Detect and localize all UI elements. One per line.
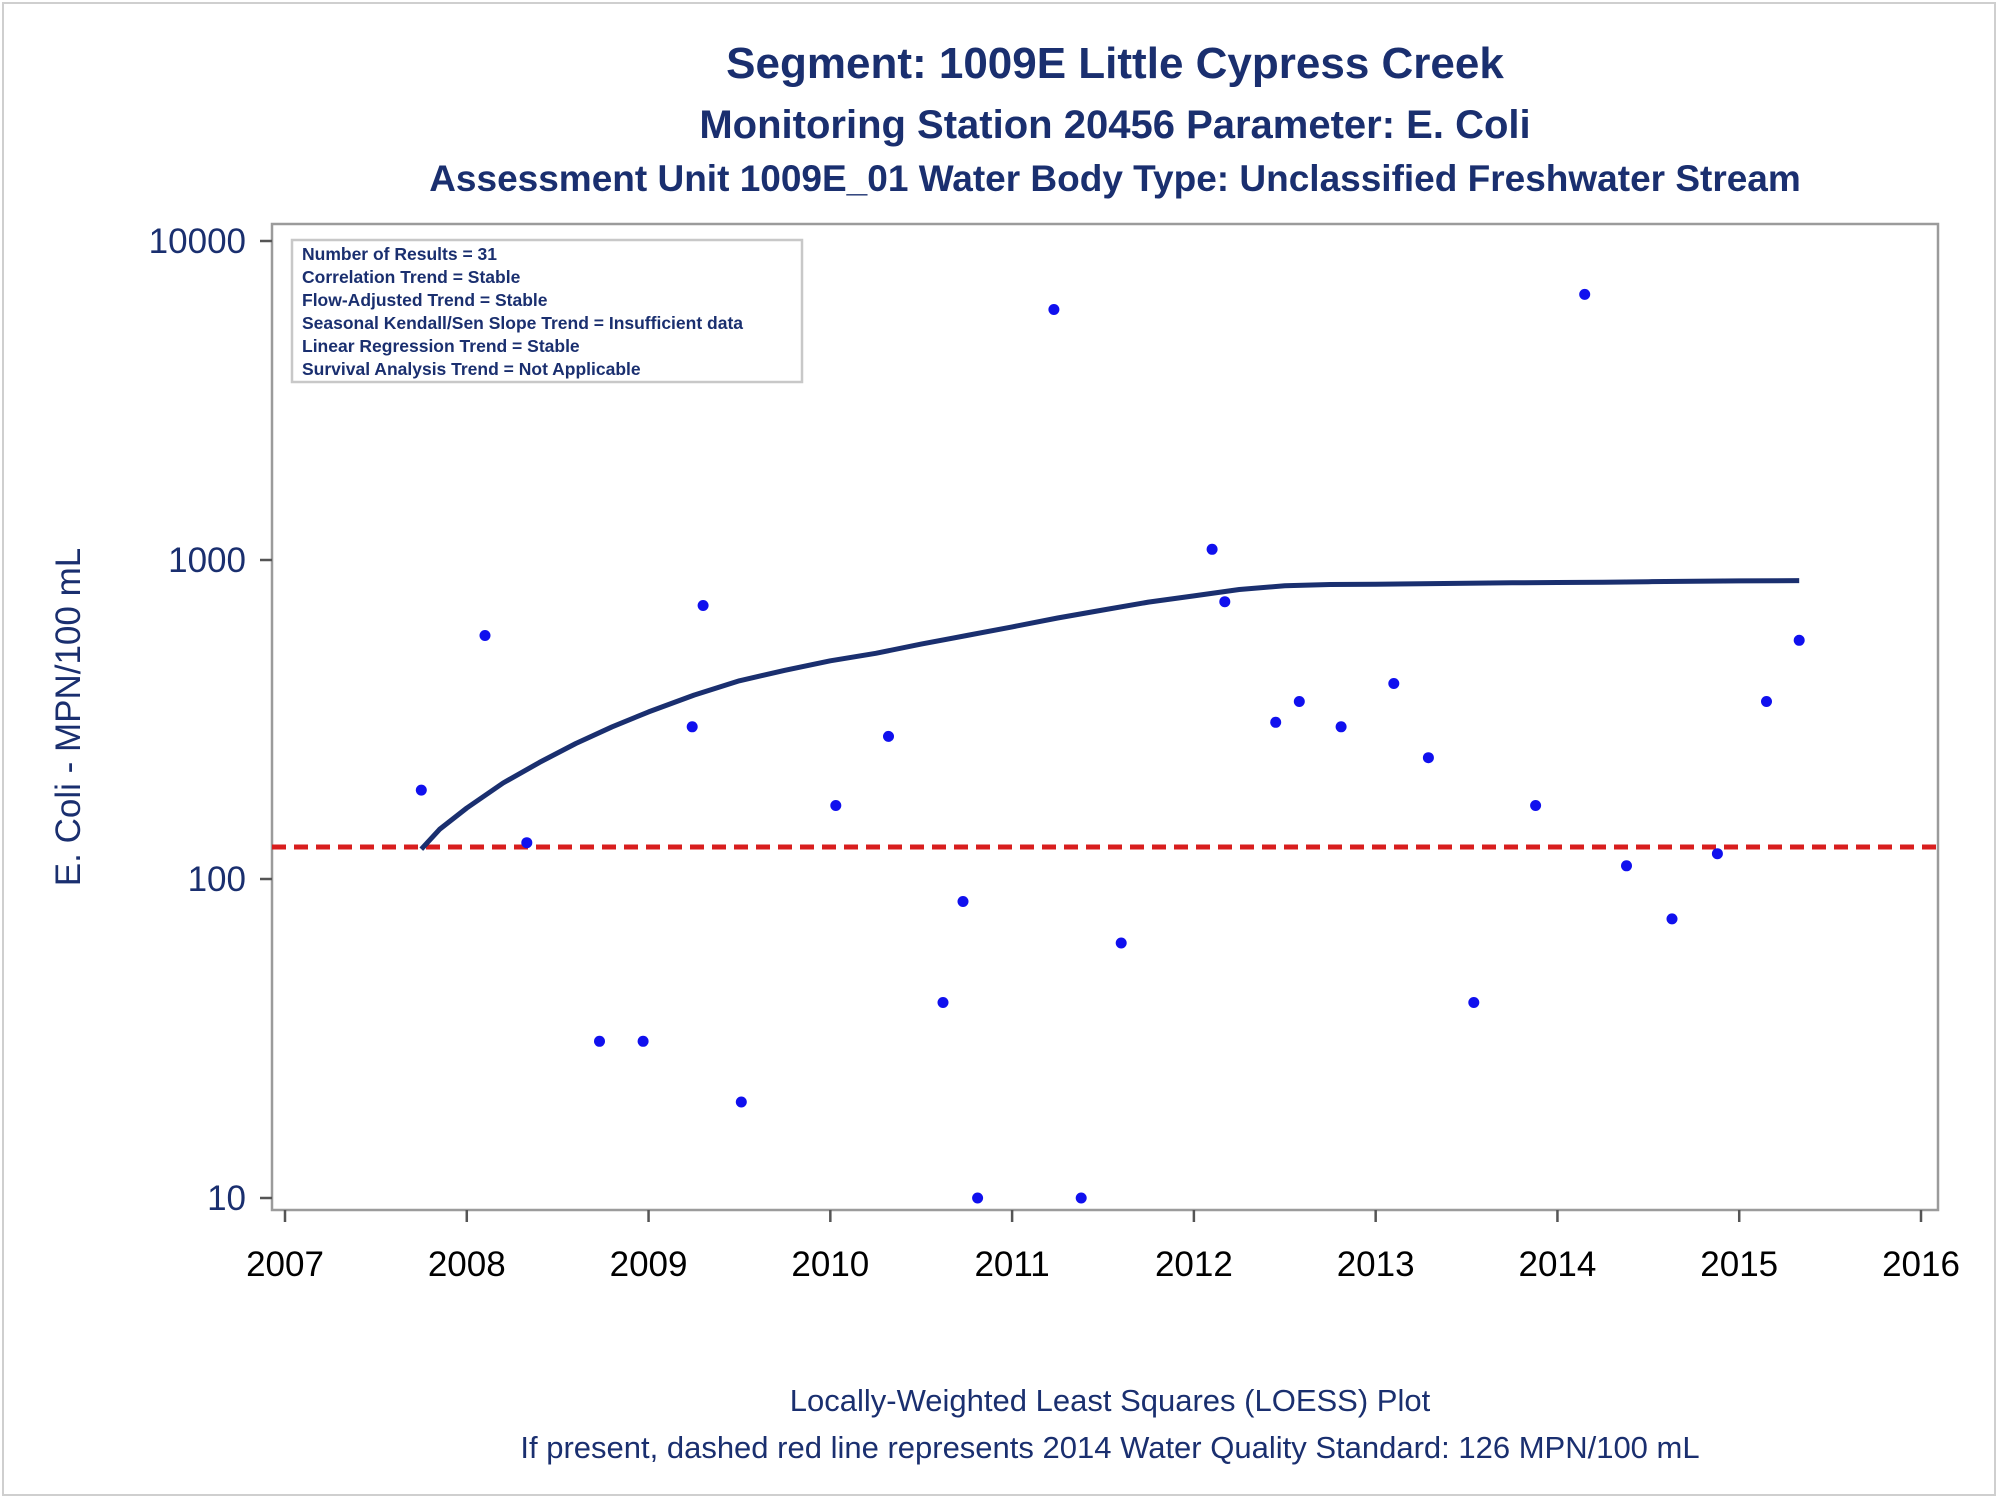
x-tick-label: 2008 [428,1245,506,1284]
data-point [830,800,842,811]
x-tick-label: 2014 [1519,1245,1597,1284]
info-line-4: Seasonal Kendall/Sen Slope Trend = Insuf… [302,313,743,333]
plot-area [270,222,1940,1212]
data-point [735,1096,747,1108]
data-point [1115,937,1127,949]
data-point [1621,860,1632,872]
data-point [637,1035,649,1047]
x-tick-label: 2007 [246,1245,324,1284]
info-line-1: Number of Results = 31 [302,244,497,264]
data-point [1530,800,1542,811]
data-point [957,896,969,907]
data-point [1206,543,1218,555]
x-tick-label: 2015 [1700,1245,1778,1284]
data-point [415,784,427,796]
info-line-6: Survival Analysis Trend = Not Applicable [302,359,641,379]
data-point [1666,913,1678,925]
data-point [972,1192,984,1204]
x-tick-label: 2016 [1882,1245,1960,1284]
info-line-5: Linear Regression Trend = Stable [302,336,580,356]
data-point [1219,596,1231,608]
chart-subtitle-2: Assessment Unit 1009E_01 Water Body Type… [429,158,1801,199]
data-point [1335,721,1347,733]
data-point [937,997,949,1008]
chart-title: Segment: 1009E Little Cypress Creek [726,39,1504,88]
x-tick-label: 2012 [1155,1245,1233,1284]
data-point [521,837,533,849]
x-tick-label: 2011 [974,1245,1049,1284]
data-point [479,630,491,641]
info-box: Number of Results = 31 Correlation Trend… [290,238,804,384]
y-tick-label: 1000 [168,541,246,580]
data-point [1422,752,1434,764]
data-point [1711,848,1723,860]
info-box-border [290,238,804,384]
data-point [1793,634,1805,646]
data-point [1048,304,1060,315]
data-point [1270,716,1282,728]
x-axis: 2007 2008 2009 2010 2011 2012 2013 2014 2015 2016 [246,1210,1960,1284]
data-point [1075,1192,1087,1204]
y-tick-label: 10 [207,1179,246,1218]
x-tick-label: 2010 [791,1245,869,1284]
data-points [415,288,1805,1204]
data-point [697,600,709,611]
footnote-2: If present, dashed red line represents 2… [520,1430,1699,1465]
y-tick-label: 100 [188,860,246,899]
x-tick-label: 2013 [1337,1245,1415,1284]
info-line-3: Flow-Adjusted Trend = Stable [302,290,548,310]
data-point [686,721,698,733]
footnote: Locally-Weighted Least Squares (LOESS) P… [790,1383,1431,1418]
info-line-2: Correlation Trend = Stable [302,267,521,287]
y-axis-label: E. Coli - MPN/100 mL [49,548,88,886]
data-point [883,730,894,742]
y-tick-label: 10000 [149,222,246,261]
y-axis: 10 100 1000 10000 [149,222,272,1218]
chart-subtitle: Monitoring Station 20456 Parameter: E. C… [699,103,1530,147]
data-point [1388,678,1400,689]
data-point [594,1035,605,1047]
data-point [1468,997,1480,1008]
data-point [1761,696,1772,707]
data-point [1579,288,1591,300]
data-point [1293,696,1305,707]
loess-line [419,578,1800,851]
x-tick-label: 2009 [610,1245,688,1284]
